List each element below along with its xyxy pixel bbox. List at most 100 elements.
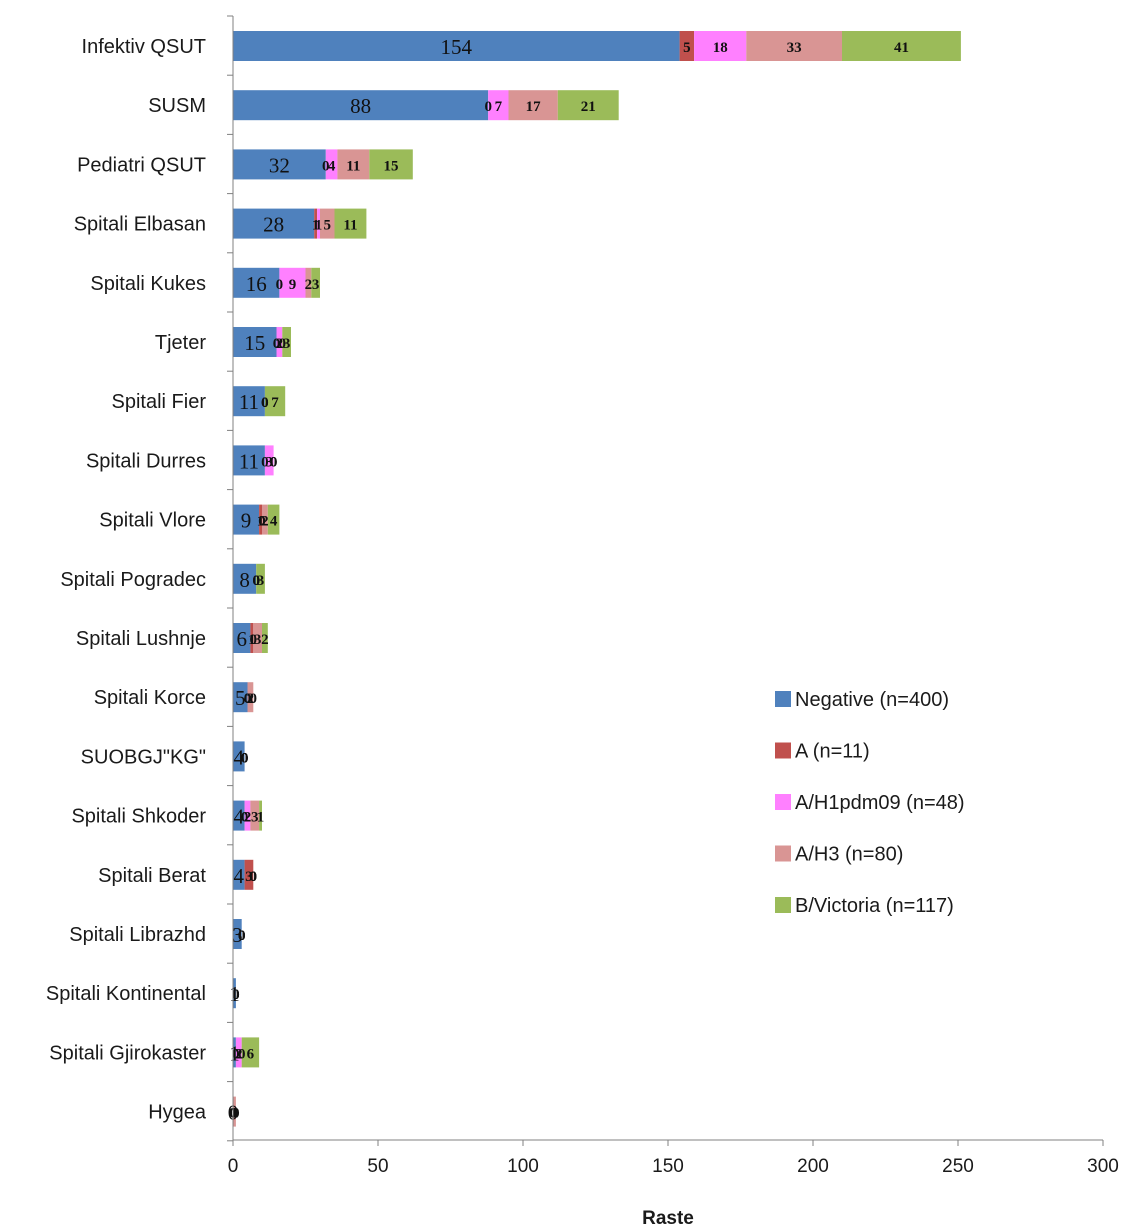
data-label: 0	[273, 336, 281, 352]
bar-segment	[233, 800, 245, 831]
data-label: 0	[250, 691, 258, 707]
data-label: 3	[283, 336, 291, 352]
bar-segment	[233, 267, 280, 298]
category-label: Spitali Kontinental	[46, 983, 206, 1005]
data-label: 28	[263, 213, 284, 237]
data-label: 0	[232, 987, 240, 1003]
x-tick-label: 150	[652, 1156, 684, 1177]
data-label: 33	[787, 40, 802, 56]
data-label: 4	[234, 864, 245, 888]
bar-segment	[311, 267, 320, 298]
bar-segment	[233, 682, 248, 713]
legend-swatch	[775, 897, 791, 913]
bar-segment	[253, 623, 262, 653]
data-label: 0	[241, 750, 249, 766]
bar-segment	[233, 1096, 236, 1127]
bar-segment	[264, 445, 274, 476]
data-label: 0	[232, 987, 240, 1003]
bar-segment	[325, 149, 338, 180]
legend-swatch	[775, 845, 791, 862]
data-label: 11	[346, 158, 360, 174]
category-label: Spitali Pogradec	[60, 569, 206, 591]
data-label: 2	[244, 810, 252, 826]
bar-segment	[314, 208, 318, 239]
bar-segment	[694, 31, 747, 61]
data-label: 3	[254, 632, 262, 648]
category-label: SUSM	[148, 95, 206, 117]
category-label: Spitali Vlore	[99, 510, 206, 532]
data-label: 2	[261, 632, 269, 648]
data-label: 3	[251, 810, 259, 826]
data-label: 3	[257, 573, 265, 589]
data-label: 2	[261, 514, 269, 530]
data-label: 0	[241, 750, 249, 766]
bar-segment	[233, 90, 489, 121]
data-label: 0	[250, 869, 258, 885]
data-label: 88	[350, 94, 371, 118]
bar-segment	[233, 208, 315, 239]
bar-segment	[259, 504, 262, 535]
bar-segment	[259, 800, 262, 831]
bar-segment	[233, 445, 265, 476]
data-label: 21	[581, 99, 596, 115]
bar-segment	[241, 1037, 260, 1068]
data-label: 0	[232, 987, 240, 1003]
category-axis-labels: Infektiv QSUT SUSM Pediatri QSUT Spitali El…	[46, 36, 207, 1124]
bar-segment	[262, 623, 268, 653]
data-label: 1	[312, 218, 320, 234]
legend-label: A/H3 (n=80)	[795, 844, 903, 866]
axes	[227, 15, 1103, 1142]
data-label: 0	[276, 277, 284, 293]
data-label: 0	[252, 573, 260, 589]
data-label: 0	[232, 1046, 240, 1062]
data-label: 11	[239, 390, 259, 414]
data-label: 15	[384, 158, 399, 174]
data-label: 0	[250, 869, 258, 885]
data-label: 4	[234, 805, 245, 829]
data-label: 9	[289, 277, 297, 293]
bar-segment	[305, 267, 312, 298]
bar-segment	[279, 267, 306, 298]
bar-segment	[337, 149, 370, 180]
bar-segment	[256, 563, 265, 594]
legend-label: B/Victoria (n=117)	[795, 895, 954, 917]
category-label: Spitali Korce	[94, 687, 206, 709]
bar-segment	[369, 149, 413, 180]
legend-label: Negative (n=400)	[795, 689, 949, 711]
bar-segment	[276, 327, 283, 357]
data-label: 0	[244, 691, 252, 707]
bar-segment	[233, 623, 251, 653]
bar-segment	[282, 327, 291, 357]
data-label: 2	[276, 336, 284, 352]
bar-segment	[317, 208, 320, 239]
x-tick-label: 200	[797, 1156, 829, 1177]
category-label: Spitali Elbasan	[74, 214, 206, 236]
data-label: 0	[238, 1046, 246, 1062]
x-tick-label: 0	[228, 1156, 239, 1177]
data-label: 0	[322, 158, 330, 174]
bar-segment	[244, 800, 251, 831]
data-label: 1	[248, 632, 256, 648]
bar-segment	[557, 90, 619, 121]
data-label: 1	[257, 810, 265, 826]
data-label: 5	[235, 686, 246, 710]
bars-layer	[233, 31, 961, 1127]
x-tick-label: 250	[942, 1156, 974, 1177]
legend: Negative (n=400) A (n=11) A/H1pdm09 (n=48)…	[775, 689, 965, 917]
data-label: 0	[241, 810, 249, 826]
category-label: SUOBGJ"KG"	[81, 746, 206, 768]
data-label: 0	[484, 99, 492, 115]
data-label: 3	[245, 869, 253, 885]
data-label: 8	[239, 568, 250, 592]
x-axis-ticks: 0 50 100 150 200 250 300	[228, 1140, 1119, 1177]
data-label: 0	[241, 750, 249, 766]
data-label: 0	[252, 573, 260, 589]
bar-segment	[262, 504, 268, 535]
bar-segment	[264, 386, 286, 417]
data-label: 9	[241, 509, 252, 533]
category-label: Tjeter	[155, 332, 206, 354]
data-label: 0	[270, 454, 278, 470]
data-label: 154	[441, 35, 473, 59]
